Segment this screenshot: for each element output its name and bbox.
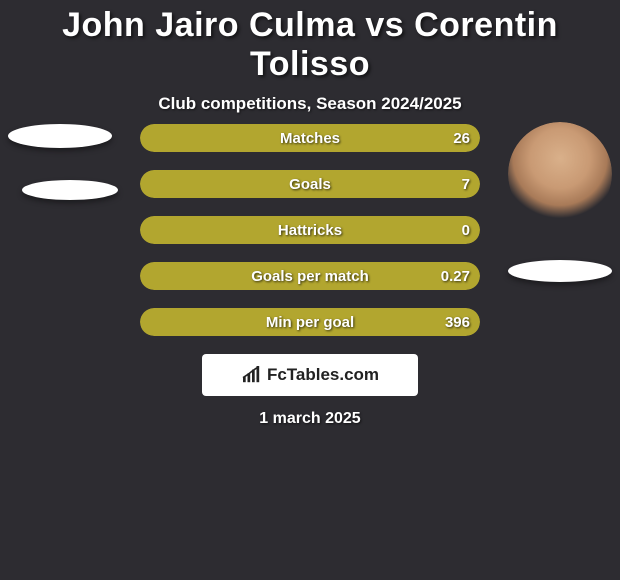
stat-row: Matches26 xyxy=(140,124,480,152)
stat-label: Hattricks xyxy=(140,216,480,244)
stat-value-right: 396 xyxy=(445,308,470,336)
stat-label: Goals per match xyxy=(140,262,480,290)
stat-row: Min per goal396 xyxy=(140,308,480,336)
stat-value-right: 0 xyxy=(462,216,470,244)
right-player-avatar xyxy=(508,122,612,226)
stat-value-right: 26 xyxy=(453,124,470,152)
stat-row: Hattricks0 xyxy=(140,216,480,244)
stat-value-right: 0.27 xyxy=(441,262,470,290)
chart-icon xyxy=(241,366,263,384)
left-player-ellipse-2 xyxy=(22,180,118,200)
comparison-date: 1 march 2025 xyxy=(0,410,620,428)
right-player-ellipse xyxy=(508,260,612,282)
stat-label: Min per goal xyxy=(140,308,480,336)
branding-badge: FcTables.com xyxy=(202,354,418,396)
branding-text: FcTables.com xyxy=(267,365,379,385)
stat-row: Goals7 xyxy=(140,170,480,198)
page-title: John Jairo Culma vs Corentin Tolisso xyxy=(0,0,620,84)
stat-row: Goals per match0.27 xyxy=(140,262,480,290)
stat-label: Matches xyxy=(140,124,480,152)
page-subtitle: Club competitions, Season 2024/2025 xyxy=(0,94,620,114)
stat-label: Goals xyxy=(140,170,480,198)
avatar-face-icon xyxy=(508,122,612,226)
stats-bars: Matches26 Goals7 Hattricks0 Goals per match… xyxy=(140,124,480,354)
left-player-ellipse-1 xyxy=(8,124,112,148)
stat-value-right: 7 xyxy=(462,170,470,198)
